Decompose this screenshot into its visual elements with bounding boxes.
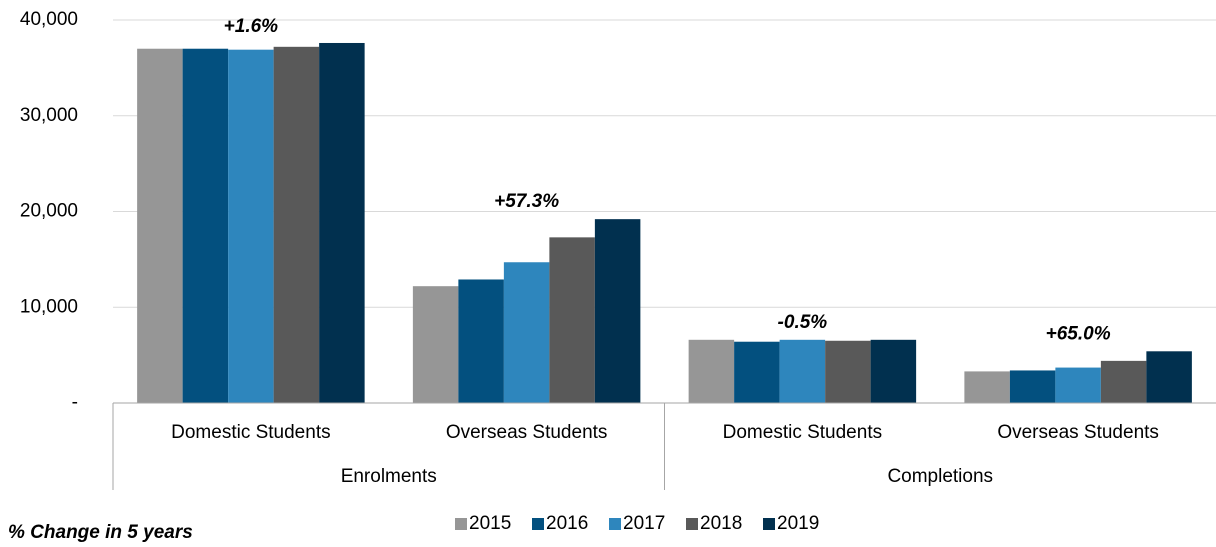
annotation: -0.5% [778,312,828,333]
x-tick-label: Domestic Students [171,422,330,443]
bar [137,48,183,403]
x-tick-label: Overseas Students [997,422,1159,443]
legend-label: 2016 [546,513,588,534]
annotation: +1.6% [224,16,279,37]
y-tick-label: - [72,392,78,413]
y-tick-label: 20,000 [20,201,78,222]
bar [964,371,1010,403]
bar [1146,351,1192,403]
group-label: Enrolments [341,466,437,487]
bar [1055,367,1101,403]
bar [503,262,550,403]
bar [273,46,320,404]
legend-swatch [763,518,775,530]
bar [734,341,780,403]
x-tick-label: Overseas Students [446,422,608,443]
bar [870,339,917,403]
legend-label: 2019 [777,513,819,534]
legend-label: 2018 [700,513,742,534]
bar [688,339,735,403]
legend-swatch [455,518,467,530]
bar [594,219,641,403]
bar [1009,370,1056,403]
bar [549,237,595,403]
legend-label: 2017 [623,513,665,534]
y-tick-label: 30,000 [20,105,78,126]
bar [228,49,274,404]
legend-swatch [532,518,544,530]
legend-swatch [686,518,698,530]
annotation: +57.3% [494,191,559,212]
footnote: % Change in 5 years [8,522,193,543]
bar [319,42,365,403]
legend-label: 2015 [469,513,511,534]
legend-swatch [609,518,621,530]
bar [182,48,229,403]
bar [779,339,826,403]
y-tick-label: 40,000 [20,9,78,30]
bar [412,286,459,403]
bar [458,279,504,403]
bar [1100,360,1147,403]
group-label: Completions [887,466,993,487]
annotation: +65.0% [1046,323,1111,344]
x-tick-label: Domestic Students [723,422,882,443]
y-tick-label: 10,000 [20,296,78,317]
bar [825,340,871,403]
